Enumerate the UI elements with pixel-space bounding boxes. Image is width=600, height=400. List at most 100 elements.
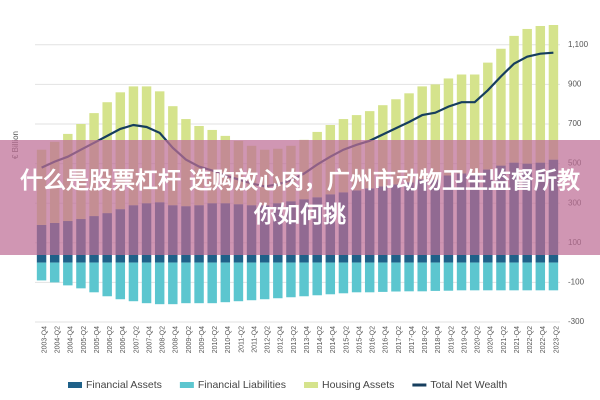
y-tick-label: -100 [568,278,585,287]
bar [496,48,506,166]
x-tick-label: 2012-Q2 [265,326,272,353]
bar [233,262,244,302]
legend-label: Financial Assets [86,379,162,391]
bar [286,262,296,298]
x-tick-label: 2022-Q4 [540,326,547,353]
bar [364,262,375,293]
legend-swatch [68,382,82,388]
bar [469,262,480,291]
bar [168,262,178,305]
y-tick-label: -300 [568,317,585,326]
bar [325,262,336,295]
bar [535,25,546,163]
bar [496,262,506,291]
x-tick-label: 2012-Q4 [278,326,285,353]
bar [128,262,139,302]
bar [259,262,270,300]
legend-label: Housing Assets [322,379,394,391]
x-tick-label: 2008-Q4 [173,326,180,353]
bar [338,262,349,294]
bar [404,262,414,292]
x-tick-label: 2017-Q2 [396,326,403,353]
bar [509,35,519,163]
x-tick-label: 2008-Q2 [160,326,167,353]
x-tick-label: 2004-Q4 [68,326,75,353]
x-tick-label: 2005-Q2 [81,326,88,353]
bar [430,84,441,180]
bar [102,262,112,297]
x-tick-label: 2005-Q4 [94,326,101,353]
bar [417,262,427,292]
bar [548,262,559,291]
x-tick-label: 2016-Q4 [383,326,390,353]
bar [181,262,191,304]
bar [273,262,283,299]
bar [351,262,362,293]
legend-swatch [304,382,319,388]
bar [509,262,519,291]
bar [63,262,73,286]
x-tick-label: 2014-Q2 [317,326,324,353]
x-tick-label: 2018-Q4 [435,326,442,353]
bar [548,25,559,160]
x-tick-label: 2010-Q2 [212,326,219,353]
x-tick-label: 2004-Q2 [55,326,62,353]
y-tick-label: 900 [568,80,582,89]
bar [469,74,480,176]
bar [36,262,47,281]
x-tick-label: 2015-Q2 [343,326,350,353]
bar [430,262,441,291]
bar [391,262,401,292]
bar [207,262,217,304]
bar [49,262,60,283]
bar [154,262,165,305]
legend-swatch [179,382,194,388]
bar [194,262,204,304]
x-tick-label: 2023-Q2 [553,326,560,353]
bar [443,262,454,291]
bar [417,86,427,180]
x-tick-label: 2019-Q4 [461,326,468,353]
x-tick-label: 2021-Q2 [501,326,508,353]
bar [443,78,454,176]
x-tick-label: 2009-Q2 [186,326,193,353]
overlay-text: 什么是股票杠杆 选购放心肉，广州市动物卫生监督所教你如何挑 [19,167,580,228]
x-tick-label: 2010-Q4 [225,326,232,353]
x-tick-label: 2006-Q2 [107,326,114,353]
overlay-banner: 什么是股票杠杆 选购放心肉，广州市动物卫生监督所教你如何挑 [0,140,600,255]
x-tick-label: 2007-Q2 [133,326,140,353]
bar [246,262,257,301]
bar [535,262,546,291]
x-tick-label: 2019-Q2 [448,326,455,353]
x-tick-label: 2007-Q4 [146,326,153,353]
bar [483,62,493,170]
y-tick-label: 700 [568,119,582,128]
bar [299,262,309,297]
x-tick-label: 2016-Q2 [370,326,377,353]
bar [312,262,322,296]
x-tick-label: 2013-Q2 [291,326,298,353]
x-tick-label: 2014-Q4 [330,326,337,353]
bar [220,262,231,303]
legend-label: Total Net Wealth [430,379,507,391]
x-tick-label: 2017-Q4 [409,326,416,353]
bar [378,262,388,292]
x-tick-label: 2021-Q4 [514,326,521,353]
bar [404,93,414,183]
x-tick-label: 2009-Q4 [199,326,206,353]
bar [456,262,467,291]
bar [115,262,126,300]
bar [522,28,532,164]
bar [522,262,532,291]
bar [76,262,86,289]
x-tick-label: 2003-Q4 [41,326,48,353]
bar [141,262,152,304]
bar [456,74,467,174]
legend-label: Financial Liabilities [198,379,286,391]
x-tick-label: 2011-Q4 [251,326,258,353]
bar [89,262,99,293]
y-tick-label: 1,100 [568,40,589,49]
bar [483,262,493,291]
x-tick-label: 2020-Q4 [488,326,495,353]
